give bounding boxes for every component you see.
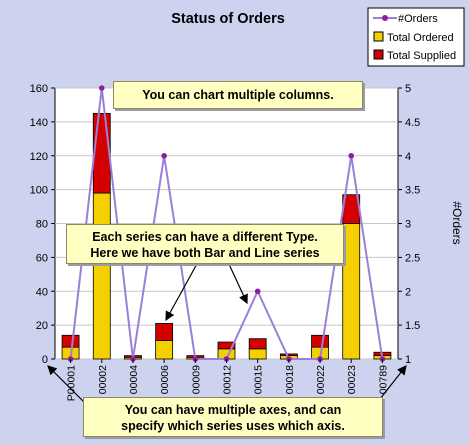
callout-multiple-columns-text: You can chart multiple columns. [142, 88, 334, 102]
callout-series-types-line1: Each series can have a different Type. [92, 230, 318, 244]
bar-total-supplied [248, 338, 267, 350]
legend-swatch-ordered [373, 31, 384, 42]
callout-multiple-columns: You can chart multiple columns. [113, 81, 363, 109]
x-tick-label: 00006 [159, 365, 171, 394]
x-tick-label: P00001 [66, 365, 78, 401]
line-orders-point [161, 152, 167, 159]
x-tick-label: 00018 [284, 365, 296, 394]
line-orders-point [98, 85, 105, 91]
legend-label-orders: #Orders [398, 13, 438, 25]
line-orders-point [348, 152, 355, 159]
callout-series-types-line2: Here we have both Bar and Line series [90, 246, 320, 260]
y-tick-label: 120 [30, 151, 48, 163]
x-tick-label: 00022 [315, 365, 327, 394]
y-tick-label: 160 [30, 83, 48, 95]
y2-axis-label: #Orders [450, 201, 464, 244]
x-tick-label: 00789 [377, 365, 389, 394]
y2-tick-label: 1 [405, 354, 411, 366]
bar-total-ordered [248, 348, 267, 360]
y-tick-label: 80 [36, 219, 48, 231]
y2-tick-label: 5 [405, 83, 411, 95]
bar-total-supplied [217, 341, 236, 350]
y2-tick-label: 3.5 [405, 185, 420, 197]
arrow-to-line [227, 261, 248, 305]
y-tick-label: 140 [30, 117, 48, 129]
x-tick-label: 00015 [253, 365, 265, 394]
chart-title: Status of Orders [171, 11, 285, 27]
y2-tick-label: 1.5 [405, 320, 420, 332]
y-tick-label: 20 [36, 320, 48, 332]
y2-tick-label: 2 [405, 286, 411, 298]
bar-total-supplied [279, 353, 298, 357]
bar-total-supplied [311, 334, 329, 348]
callout-series-types: Each series can have a different Type. H… [66, 224, 344, 264]
bar-total-ordered [342, 223, 361, 360]
bar-total-supplied [61, 334, 80, 348]
y-tick-label: 60 [36, 252, 48, 264]
bar-total-supplied [92, 113, 111, 194]
x-tick-label: 00012 [222, 365, 234, 394]
callout-multiple-axes-line1: You can have multiple axes, and can [124, 403, 342, 417]
line-orders-point [254, 288, 261, 295]
arrow-to-left-axis [47, 365, 87, 405]
x-tick-label: 00009 [190, 365, 202, 394]
y-tick-label: 100 [30, 185, 48, 197]
y-tick-label: 40 [36, 286, 48, 298]
x-tick-label: 00002 [97, 365, 109, 394]
y2-tick-label: 2.5 [405, 252, 420, 264]
legend-line-marker [382, 15, 388, 21]
y2-tick-label: 4 [405, 151, 411, 163]
callout-multiple-axes: You can have multiple axes, and can spec… [83, 397, 383, 437]
y2-tick-label: 3 [405, 219, 411, 231]
y-tick-label: 0 [42, 354, 48, 366]
bar-total-supplied [155, 323, 174, 341]
x-tick-label: 00023 [346, 365, 358, 394]
x-tick-label: 00004 [128, 365, 140, 394]
bar-total-ordered [155, 339, 174, 360]
legend-label-ordered: Total Ordered [387, 32, 454, 44]
legend-label-supplied: Total Supplied [387, 50, 456, 62]
arrow-to-bar [165, 261, 199, 322]
bar-total-ordered [92, 192, 111, 360]
callout-multiple-axes-line2: specify which series uses which axis. [121, 419, 345, 433]
legend: #Orders Total Ordered Total Supplied [367, 7, 465, 67]
legend-swatch-supplied [373, 49, 384, 60]
y2-tick-label: 4.5 [405, 117, 420, 129]
